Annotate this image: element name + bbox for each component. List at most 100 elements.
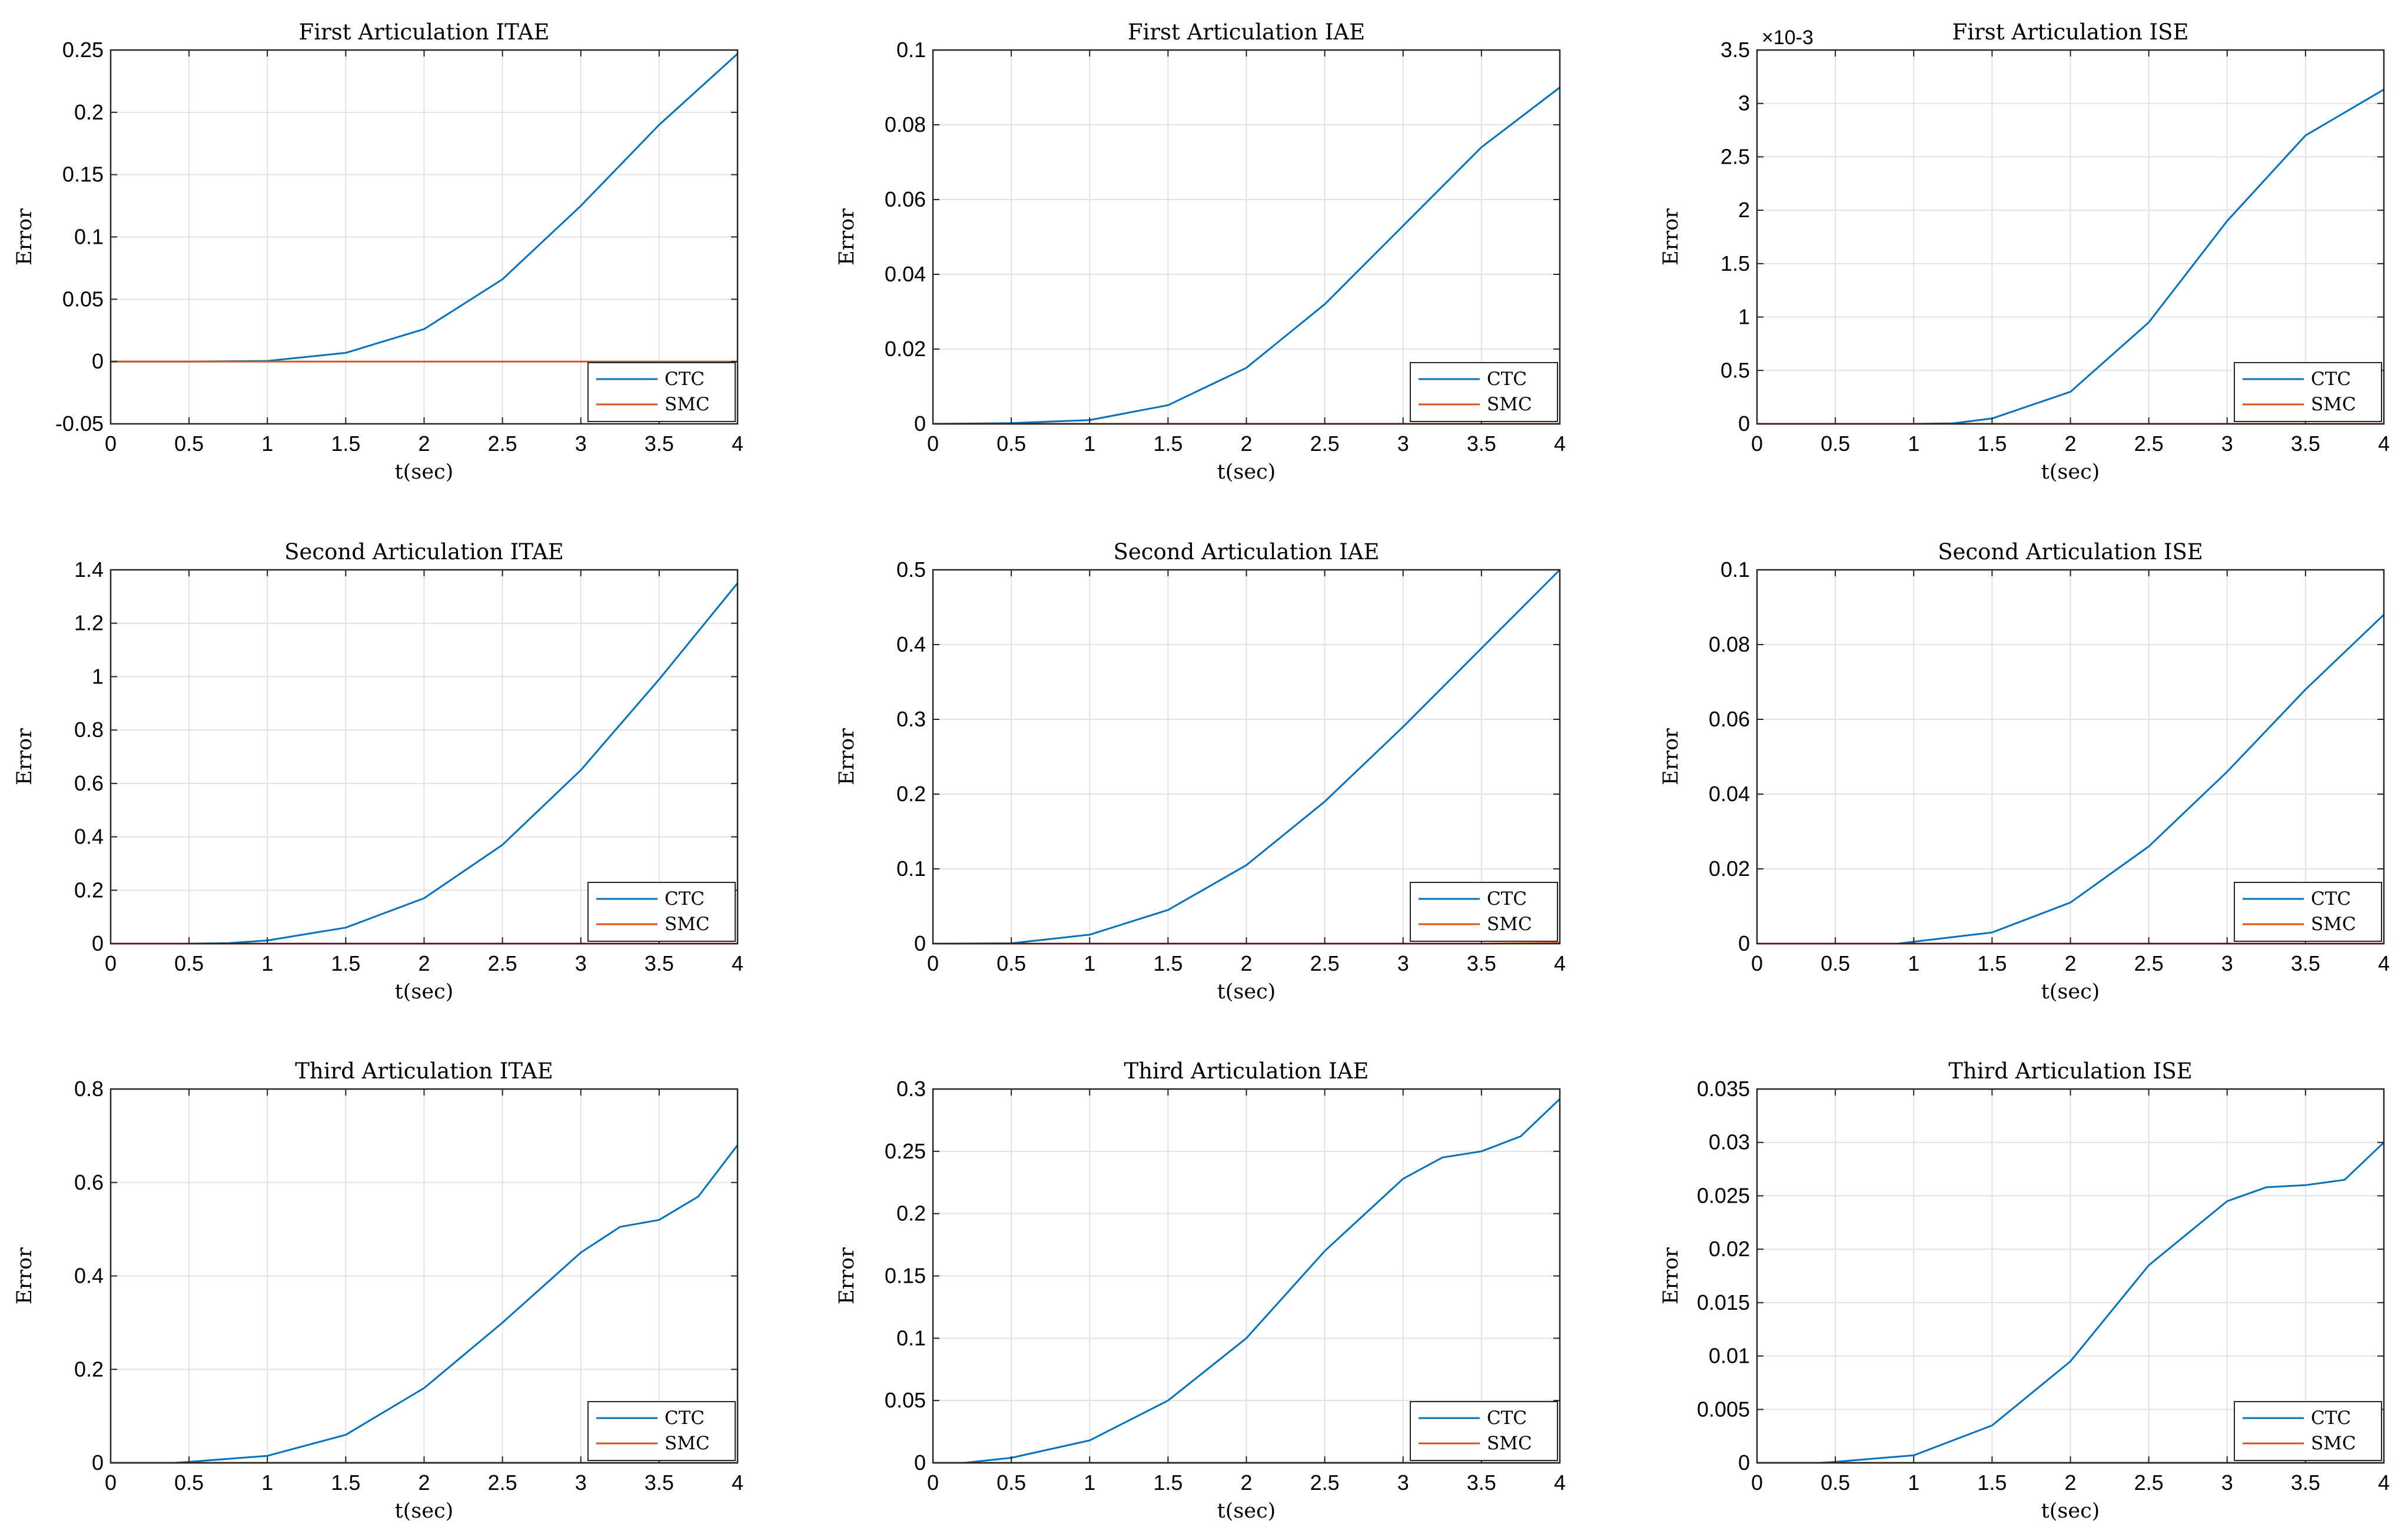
y-tick-label: 0.02 bbox=[885, 337, 926, 361]
x-tick-label: 3 bbox=[1397, 951, 1409, 975]
y-tick-label: 0.8 bbox=[74, 718, 104, 742]
chart-title: Second Articulation IAE bbox=[1114, 539, 1380, 565]
y-tick-label: 0.015 bbox=[1697, 1290, 1750, 1314]
x-tick-label: 2 bbox=[1240, 1470, 1252, 1495]
chart-panel-3: 0 0.5 1 1.5 2 2.5 3 3.5 4 0 0.5 1 1.5 2 2.5 3 3.5 ×10-3 Fi… bbox=[1659, 19, 2390, 484]
x-tick-label: 2 bbox=[2064, 1470, 2076, 1495]
y-tick-label: 0.05 bbox=[62, 287, 104, 311]
y-axis-label: Error bbox=[835, 728, 859, 785]
y-axis-label: Error bbox=[13, 208, 36, 265]
x-tick-label: 0.5 bbox=[1821, 431, 1850, 456]
x-tick-label: 0.5 bbox=[997, 1470, 1026, 1495]
x-tick-label: 0.5 bbox=[1821, 951, 1850, 975]
chart-panel-4: 0 0.5 1 1.5 2 2.5 3 3.5 4 0 0.2 0.4 0.6 0.8 1 1.2 1.4 Sec… bbox=[13, 539, 743, 1004]
y-tick-label: 1 bbox=[92, 664, 104, 688]
legend-label-ctc: CTC bbox=[1487, 888, 1527, 909]
x-tick-label: 0 bbox=[927, 431, 939, 456]
legend-label-ctc: CTC bbox=[665, 1407, 705, 1429]
legend: CTC SMC bbox=[1410, 362, 1558, 422]
chart-title: First Articulation ITAE bbox=[299, 19, 550, 45]
legend-label-smc: SMC bbox=[665, 1433, 710, 1454]
x-tick-label: 2.5 bbox=[488, 951, 517, 975]
x-tick-label: 1.5 bbox=[1153, 1470, 1183, 1495]
legend-label-smc: SMC bbox=[665, 914, 710, 935]
x-tick-label: 0 bbox=[927, 1470, 939, 1495]
x-tick-label: 2.5 bbox=[1310, 431, 1340, 456]
x-tick-label: 0.5 bbox=[174, 951, 204, 975]
y-tick-label: 0.025 bbox=[1697, 1183, 1750, 1207]
chart-title: First Articulation ISE bbox=[1952, 19, 2189, 45]
legend-label-smc: SMC bbox=[1487, 1433, 1532, 1454]
x-tick-label: 1.5 bbox=[1153, 951, 1183, 975]
y-axis-label: Error bbox=[1659, 728, 1683, 785]
y-tick-label: 0.02 bbox=[1709, 1237, 1750, 1261]
x-axis-label: t(sec) bbox=[395, 980, 454, 1004]
y-tick-label: 0.25 bbox=[62, 38, 104, 62]
x-tick-label: 3.5 bbox=[645, 1470, 674, 1495]
x-tick-label: 0 bbox=[105, 951, 117, 975]
x-tick-label: 1 bbox=[261, 1470, 273, 1495]
y-axis-label: Error bbox=[1659, 208, 1683, 265]
y-tick-label: 1.2 bbox=[74, 611, 104, 635]
x-tick-label: 3.5 bbox=[2291, 951, 2320, 975]
x-tick-label: 3 bbox=[2221, 1470, 2233, 1495]
y-tick-label: 0 bbox=[1738, 1450, 1750, 1475]
legend: CTC SMC bbox=[587, 882, 736, 942]
x-tick-label: 2 bbox=[2064, 951, 2076, 975]
x-tick-label: 3.5 bbox=[645, 951, 674, 975]
y-tick-label: 1 bbox=[1738, 305, 1750, 329]
x-tick-label: 1 bbox=[1908, 431, 1919, 456]
legend-label-smc: SMC bbox=[665, 394, 710, 415]
legend-label-smc: SMC bbox=[1487, 914, 1532, 935]
x-tick-label: 4 bbox=[1554, 431, 1566, 456]
x-axis-label: t(sec) bbox=[395, 1499, 454, 1523]
x-tick-label: 4 bbox=[1554, 951, 1566, 975]
series-line-ctc bbox=[932, 87, 1560, 425]
x-tick-label: 1.5 bbox=[331, 431, 360, 456]
y-tick-label: 1.5 bbox=[1721, 251, 1750, 275]
legend-box bbox=[1410, 882, 1558, 942]
chart-panel-9: 0 0.5 1 1.5 2 2.5 3 3.5 4 0 0.005 0.01 0.015 0.02 0.02… bbox=[1659, 1058, 2390, 1523]
y-tick-label: 0.4 bbox=[74, 1264, 104, 1288]
y-tick-label: 0 bbox=[914, 931, 926, 955]
legend: CTC SMC bbox=[1410, 1401, 1558, 1461]
x-tick-label: 3 bbox=[575, 951, 587, 975]
legend-box bbox=[2234, 1401, 2382, 1461]
chart-panel-5: 0 0.5 1 1.5 2 2.5 3 3.5 4 0 0.1 0.2 0.3 0.4 0.5 Second … bbox=[835, 539, 1566, 1004]
y-axis-label: Error bbox=[835, 208, 859, 265]
y-tick-label: 0 bbox=[1738, 411, 1750, 436]
x-tick-label: 0.5 bbox=[997, 951, 1026, 975]
x-tick-label: 3 bbox=[2221, 431, 2233, 456]
legend: CTC SMC bbox=[587, 362, 736, 422]
y-tick-label: 3 bbox=[1738, 91, 1750, 115]
x-tick-label: 2.5 bbox=[2134, 431, 2164, 456]
y-tick-label: 0 bbox=[92, 349, 104, 373]
legend-label-smc: SMC bbox=[1487, 394, 1532, 415]
x-tick-label: 2.5 bbox=[1310, 951, 1340, 975]
x-tick-label: 3 bbox=[2221, 951, 2233, 975]
x-tick-label: 3.5 bbox=[2291, 431, 2320, 456]
legend-label-smc: SMC bbox=[2311, 394, 2356, 415]
y-tick-label: 0.8 bbox=[74, 1077, 104, 1101]
y-tick-label: 0.2 bbox=[74, 1357, 104, 1381]
y-tick-label: 0.04 bbox=[1709, 782, 1750, 806]
x-tick-label: 4 bbox=[732, 951, 743, 975]
y-tick-label: 0.005 bbox=[1697, 1397, 1750, 1421]
legend-box bbox=[587, 1401, 736, 1461]
x-tick-label: 3.5 bbox=[2291, 1470, 2320, 1495]
x-axis-label: t(sec) bbox=[2041, 460, 2100, 484]
y-tick-label: 1.4 bbox=[74, 557, 104, 582]
y-tick-label: 0.08 bbox=[885, 112, 926, 137]
x-tick-label: 1 bbox=[1084, 431, 1095, 456]
x-tick-label: 0.5 bbox=[174, 431, 204, 456]
chart-title: First Articulation IAE bbox=[1128, 19, 1365, 45]
legend-box bbox=[587, 882, 736, 942]
legend-label-ctc: CTC bbox=[665, 888, 705, 909]
legend-box bbox=[2234, 362, 2382, 422]
x-tick-label: 2.5 bbox=[1310, 1470, 1340, 1495]
chart-title: Third Articulation ISE bbox=[1948, 1058, 2193, 1084]
legend-box bbox=[2234, 882, 2382, 942]
y-tick-label: 0.01 bbox=[1709, 1344, 1750, 1368]
y-tick-label: 0.1 bbox=[896, 1326, 926, 1350]
